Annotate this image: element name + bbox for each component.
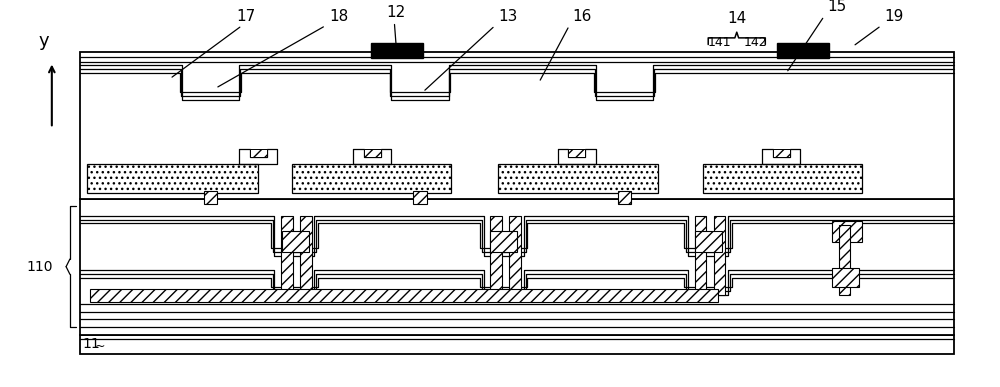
Bar [832,268,859,287]
Bar [773,149,790,157]
Text: 15: 15 [827,0,846,14]
Text: 18: 18 [330,9,349,24]
Text: 12: 12 [387,5,406,20]
Text: y: y [39,32,50,50]
Bar [80,335,954,354]
Text: 16: 16 [572,9,592,24]
Bar [371,43,423,58]
Text: ~: ~ [95,340,105,353]
Bar [300,216,312,295]
Text: 14: 14 [727,10,746,26]
Text: 13: 13 [498,9,517,24]
Bar [832,221,862,242]
Bar [87,164,258,193]
Bar [695,216,706,295]
Bar [568,149,585,157]
Bar [281,216,293,295]
Bar [250,149,267,157]
Text: 19: 19 [884,9,904,24]
Text: 141: 141 [708,36,731,49]
Bar [292,164,451,193]
Bar [282,231,309,252]
Bar [618,191,631,204]
Bar [413,191,427,204]
Bar [490,231,517,252]
Text: 142: 142 [744,36,768,49]
Bar [703,164,862,193]
Bar [90,289,718,302]
Text: 11: 11 [82,337,100,351]
Bar [498,164,658,193]
Bar [714,216,725,295]
Bar [80,52,954,199]
Bar [80,199,954,335]
Bar [509,216,521,295]
Bar [839,225,850,295]
Text: 110: 110 [26,260,53,274]
Bar [364,149,381,157]
Bar [490,216,502,295]
Text: 17: 17 [236,9,256,24]
Bar [695,231,722,252]
Bar [777,43,829,58]
Bar [204,191,217,204]
